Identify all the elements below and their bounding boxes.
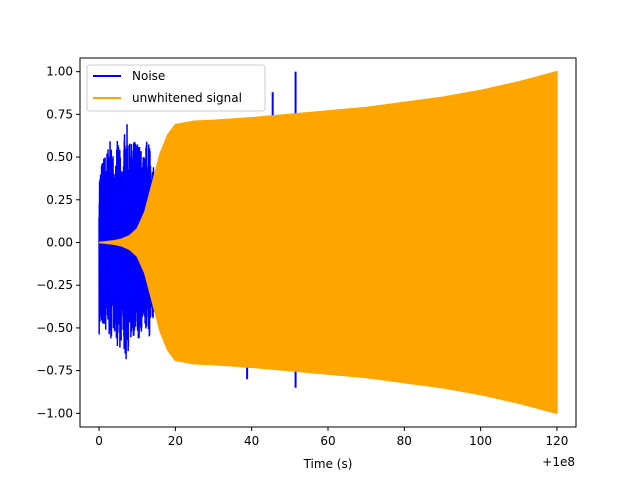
series-unwhitened-signal-fill [98,70,558,415]
legend-box [86,64,266,112]
y-tick-label: 0.50 [46,150,73,164]
y-tick-label: 0.75 [46,107,73,121]
x-tick-label: 0 [95,434,103,448]
y-tick-label: −0.50 [36,321,73,335]
y-tick-label: 0.00 [46,236,73,250]
y-tick-label: −0.75 [36,364,73,378]
legend: Noise unwhitened signal [86,64,266,112]
x-tick-label: 20 [168,434,183,448]
legend-label-unwhitened-signal: unwhitened signal [132,91,242,105]
x-ticks: 0 20 40 60 80 100 120 [95,427,568,448]
x-axis-label: Time (s) [303,457,353,471]
x-tick-label: 80 [397,434,412,448]
x-tick-label: 100 [469,434,492,448]
x-offset-label: +1e8 [542,455,575,469]
y-tick-label: 0.25 [46,193,73,207]
y-tick-label: −1.00 [36,406,73,420]
plot-area [98,70,558,415]
y-tick-label: −0.25 [36,278,73,292]
legend-label-noise: Noise [132,69,165,83]
x-tick-label: 120 [545,434,568,448]
y-tick-label: 1.00 [46,65,73,79]
x-tick-label: 60 [320,434,335,448]
x-tick-label: 40 [244,434,259,448]
y-ticks: −1.00 −0.75 −0.50 −0.25 0.00 0.25 0.50 0.75 1.00 [36,65,80,420]
